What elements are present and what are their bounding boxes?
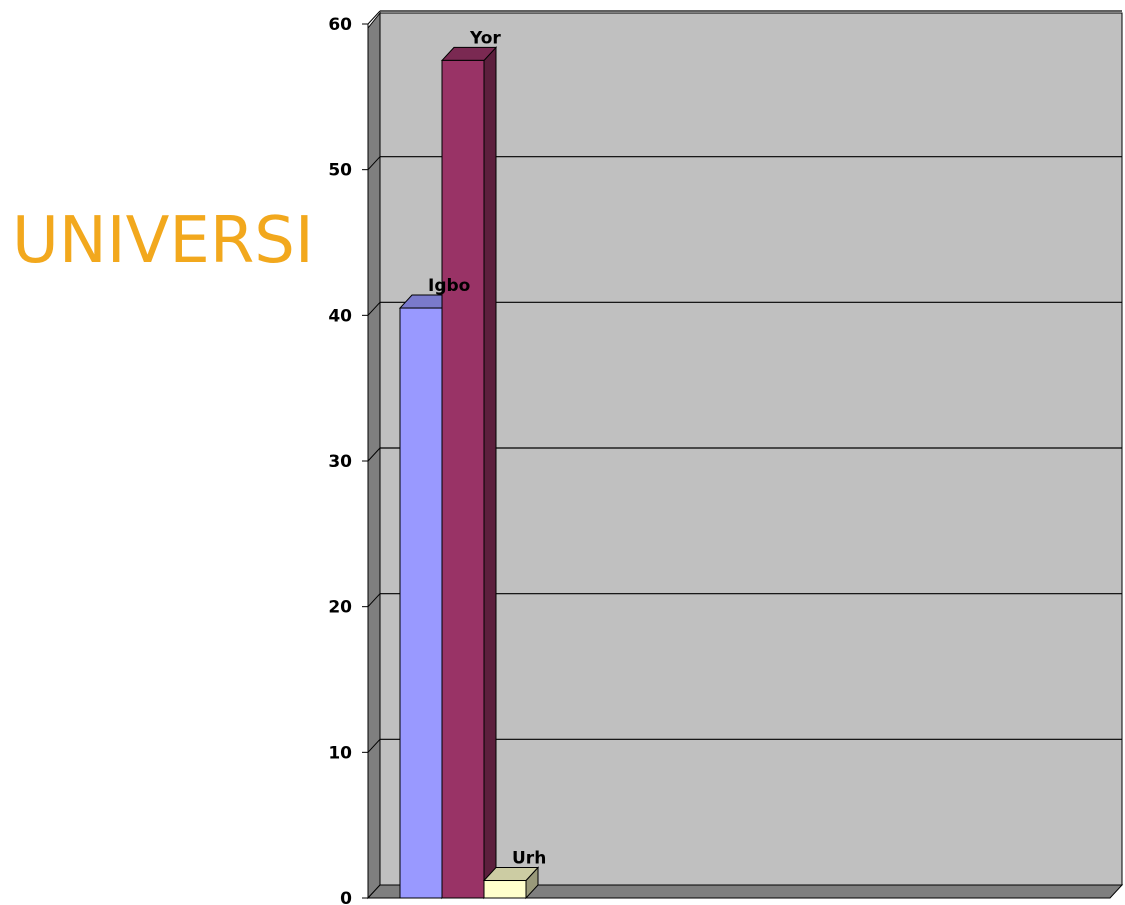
bar-side bbox=[483, 46, 497, 900]
bar-front bbox=[483, 880, 527, 899]
gridline-side bbox=[367, 10, 381, 25]
data-label: Igbo bbox=[428, 276, 470, 296]
gridline-side bbox=[367, 301, 381, 316]
data-label: Urh bbox=[512, 849, 546, 869]
plot-side-wall bbox=[367, 11, 381, 900]
y-tick-label: 60 bbox=[328, 15, 352, 35]
gridline-side bbox=[367, 738, 381, 753]
data-labels: Igbo Yor Urh bbox=[428, 28, 546, 868]
y-tick-label: 50 bbox=[328, 161, 352, 181]
gridline-side bbox=[367, 593, 381, 608]
y-tick-label: 0 bbox=[340, 889, 352, 905]
plot-floor bbox=[366, 884, 1124, 899]
overlay-title-text: UNIVERSI bbox=[12, 204, 314, 278]
bar-yor bbox=[440, 46, 498, 900]
y-tick-label: 10 bbox=[328, 743, 352, 763]
y-axis: 0 10 20 30 40 50 60 bbox=[328, 15, 369, 905]
y-tick-label: 20 bbox=[328, 598, 352, 618]
data-label: Yor bbox=[469, 28, 501, 48]
y-tick-label: 40 bbox=[328, 306, 352, 326]
bar-front bbox=[441, 59, 485, 899]
bar-urh bbox=[482, 866, 540, 900]
gridline-side bbox=[367, 156, 381, 171]
bars bbox=[398, 46, 540, 900]
y-tick-label: 30 bbox=[328, 452, 352, 472]
gridlines bbox=[367, 10, 1122, 753]
gridline-side bbox=[367, 447, 381, 462]
bar-front bbox=[399, 307, 443, 899]
